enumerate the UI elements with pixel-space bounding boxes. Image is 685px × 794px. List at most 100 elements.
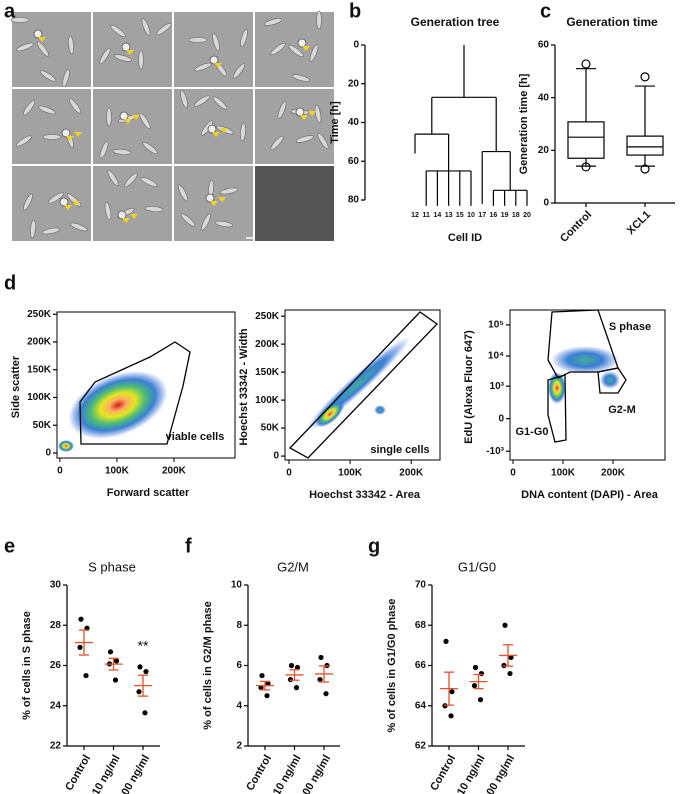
cell-body — [297, 38, 307, 48]
arrowhead — [214, 63, 222, 68]
cell — [36, 41, 50, 57]
y-tick-label: 60 — [538, 40, 550, 51]
cell — [139, 112, 151, 130]
y-tick-label: 0 — [543, 198, 549, 209]
y-tick-label: 150K — [255, 367, 280, 378]
y-axis-title: Hoechst 33342 - Width — [238, 328, 250, 446]
arrowhead — [132, 115, 140, 120]
cell — [41, 227, 61, 235]
cell — [104, 201, 112, 221]
y-tick-label: 0 — [498, 413, 504, 424]
outlier — [640, 164, 650, 174]
arrowhead — [130, 214, 138, 219]
cell — [201, 213, 211, 231]
cell — [16, 42, 34, 52]
cell — [316, 10, 322, 30]
y-tick-label: 20 — [538, 145, 550, 156]
arrowhead — [72, 201, 80, 206]
panel-label: f — [185, 535, 192, 557]
dot — [323, 691, 329, 697]
cell — [10, 17, 30, 23]
y-tick-label: -10³ — [486, 446, 504, 457]
x-tick-label: XCL1 — [625, 209, 653, 237]
cell — [138, 50, 144, 70]
y-tick-label: 50K — [261, 423, 280, 434]
cell — [42, 134, 62, 140]
y-tick-label: 250K — [27, 309, 52, 320]
arrowhead — [210, 201, 218, 206]
y-tick-label: 68 — [415, 620, 427, 631]
y-tick-label: 150K — [27, 364, 52, 375]
cell — [142, 141, 158, 155]
density-cloud — [548, 372, 566, 404]
y-tick-label: 4 — [236, 700, 242, 711]
x-tick-label: Control — [428, 753, 458, 793]
y-tick-label: 64 — [415, 700, 427, 711]
x-tick-label: 10 ng/ml — [90, 753, 123, 794]
cell — [232, 63, 246, 79]
density-cloud — [551, 346, 619, 374]
x-tick-label: 10 ng/ml — [271, 753, 304, 794]
cell — [144, 206, 164, 212]
cell — [99, 47, 111, 65]
y-tick-label: 40 — [348, 117, 360, 128]
chart-title: G1/G0 — [458, 559, 496, 574]
gate — [288, 311, 438, 459]
cell — [107, 169, 119, 187]
x-axis-title: Forward scatter — [107, 487, 190, 499]
micrograph-tile — [93, 12, 172, 87]
panel-label: c — [540, 0, 551, 22]
cell — [270, 135, 284, 151]
y-axis-title: Time [h] — [329, 101, 341, 144]
density-cloud — [58, 440, 74, 452]
cell — [140, 177, 158, 187]
gates — [79, 309, 627, 459]
cell — [264, 18, 282, 26]
cell — [212, 33, 220, 51]
cell — [214, 220, 234, 228]
cell — [106, 107, 112, 127]
cell-body — [59, 197, 69, 207]
y-tick-label: 28 — [50, 620, 62, 631]
arrowhead — [218, 197, 226, 202]
y-tick-label: 0 — [273, 451, 279, 462]
cell-body — [61, 128, 71, 138]
gate-label: S phase — [609, 321, 651, 333]
micrograph-tile — [255, 89, 334, 164]
outlier — [640, 72, 650, 82]
y-tick-label: 0 — [45, 448, 51, 459]
y-tick-label: 0 — [353, 40, 359, 51]
cell — [141, 18, 151, 36]
x-tick-label: Control — [63, 753, 93, 793]
x-tick-label: 0 — [286, 468, 292, 479]
cell — [240, 122, 246, 142]
micrograph-tile — [174, 12, 253, 87]
arrowhead — [64, 205, 72, 210]
dot — [508, 654, 514, 661]
dot — [137, 664, 143, 670]
y-tick-label: 22 — [50, 741, 62, 752]
cell — [270, 42, 286, 56]
y-tick-label: 80 — [348, 195, 360, 206]
cell — [68, 98, 82, 114]
dot — [265, 681, 271, 687]
x-tick-label: 10 ng/ml — [455, 753, 488, 794]
density-cloud — [315, 400, 345, 428]
x-tick-label: 100K — [105, 466, 130, 477]
arrowhead — [220, 128, 228, 133]
cell — [124, 172, 138, 188]
leaf-label: 13 — [445, 212, 453, 219]
dot — [143, 668, 149, 675]
x-tick-label: 0 — [510, 468, 516, 479]
dot — [83, 672, 89, 679]
gate-label: G1-G0 — [515, 426, 548, 438]
cell — [317, 132, 329, 150]
y-tick-label: 60 — [348, 156, 360, 167]
cell — [178, 184, 188, 202]
dot — [478, 670, 485, 677]
arrowhead — [74, 132, 82, 137]
density-cloud — [600, 371, 620, 389]
dot — [107, 649, 114, 655]
micrograph-tile — [12, 89, 91, 164]
leaf-label: 20 — [523, 212, 531, 219]
